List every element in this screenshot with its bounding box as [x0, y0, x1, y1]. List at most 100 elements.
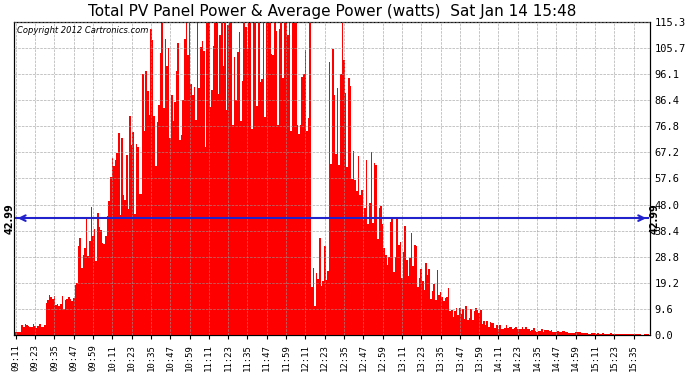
Bar — [453, 317, 454, 335]
Bar — [81, 268, 83, 335]
Bar — [538, 330, 540, 335]
Bar — [132, 132, 134, 335]
Bar — [44, 325, 46, 335]
Bar — [371, 153, 372, 335]
Bar — [141, 194, 142, 335]
Bar — [268, 22, 269, 335]
Bar — [573, 333, 575, 335]
Bar — [131, 145, 132, 335]
Bar — [638, 334, 639, 335]
Bar — [139, 194, 141, 335]
Bar — [629, 334, 631, 335]
Bar — [34, 326, 36, 335]
Bar — [411, 233, 413, 335]
Bar — [60, 304, 61, 335]
Bar — [59, 306, 60, 335]
Bar — [105, 236, 107, 335]
Bar — [21, 326, 23, 335]
Bar — [100, 230, 102, 335]
Bar — [624, 334, 627, 335]
Bar — [65, 300, 66, 335]
Bar — [584, 333, 586, 335]
Bar — [233, 125, 234, 335]
Bar — [612, 334, 613, 335]
Bar — [335, 154, 337, 335]
Bar — [462, 309, 464, 335]
Bar — [230, 22, 233, 335]
Bar — [275, 31, 277, 335]
Bar — [86, 219, 88, 335]
Bar — [224, 22, 226, 335]
Bar — [234, 57, 235, 335]
Bar — [448, 288, 449, 335]
Bar — [311, 288, 313, 335]
Bar — [417, 287, 419, 335]
Bar — [270, 54, 273, 335]
Bar — [189, 22, 190, 335]
Bar — [79, 238, 81, 335]
Bar — [42, 327, 44, 335]
Bar — [515, 327, 517, 335]
Bar — [165, 39, 166, 335]
Bar — [424, 290, 425, 335]
Bar — [530, 332, 531, 335]
Bar — [443, 302, 444, 335]
Bar — [158, 105, 160, 335]
Bar — [248, 22, 250, 335]
Bar — [327, 270, 328, 335]
Bar — [569, 333, 570, 335]
Bar — [419, 278, 420, 335]
Bar — [486, 321, 488, 335]
Bar — [356, 191, 357, 335]
Bar — [221, 22, 223, 335]
Bar — [244, 22, 245, 335]
Bar — [604, 333, 605, 335]
Bar — [382, 224, 384, 335]
Bar — [596, 334, 598, 335]
Bar — [409, 258, 411, 335]
Bar — [644, 334, 646, 335]
Bar — [255, 22, 256, 335]
Bar — [299, 124, 302, 335]
Bar — [580, 332, 582, 335]
Bar — [554, 332, 555, 335]
Bar — [237, 52, 239, 335]
Bar — [121, 138, 123, 335]
Bar — [338, 165, 340, 335]
Bar — [391, 219, 393, 335]
Bar — [343, 60, 345, 335]
Bar — [337, 87, 338, 335]
Bar — [328, 63, 331, 335]
Bar — [70, 299, 71, 335]
Bar — [593, 333, 594, 335]
Bar — [76, 284, 78, 335]
Bar — [172, 121, 175, 335]
Bar — [177, 43, 179, 335]
Bar — [110, 177, 112, 335]
Bar — [345, 93, 346, 335]
Bar — [398, 245, 400, 335]
Bar — [449, 311, 451, 335]
Bar — [480, 310, 482, 335]
Bar — [636, 334, 638, 335]
Bar — [395, 257, 396, 335]
Bar — [613, 334, 615, 335]
Bar — [57, 303, 59, 335]
Bar — [195, 120, 197, 335]
Bar — [342, 22, 343, 335]
Bar — [380, 207, 382, 335]
Bar — [28, 326, 30, 335]
Bar — [469, 318, 471, 335]
Bar — [589, 334, 591, 335]
Bar — [565, 332, 567, 335]
Bar — [406, 260, 408, 335]
Bar — [168, 48, 170, 335]
Bar — [386, 265, 388, 335]
Bar — [618, 334, 620, 335]
Bar — [567, 332, 569, 335]
Bar — [432, 291, 433, 335]
Bar — [482, 324, 483, 335]
Bar — [303, 74, 304, 335]
Bar — [297, 124, 298, 335]
Bar — [543, 332, 544, 335]
